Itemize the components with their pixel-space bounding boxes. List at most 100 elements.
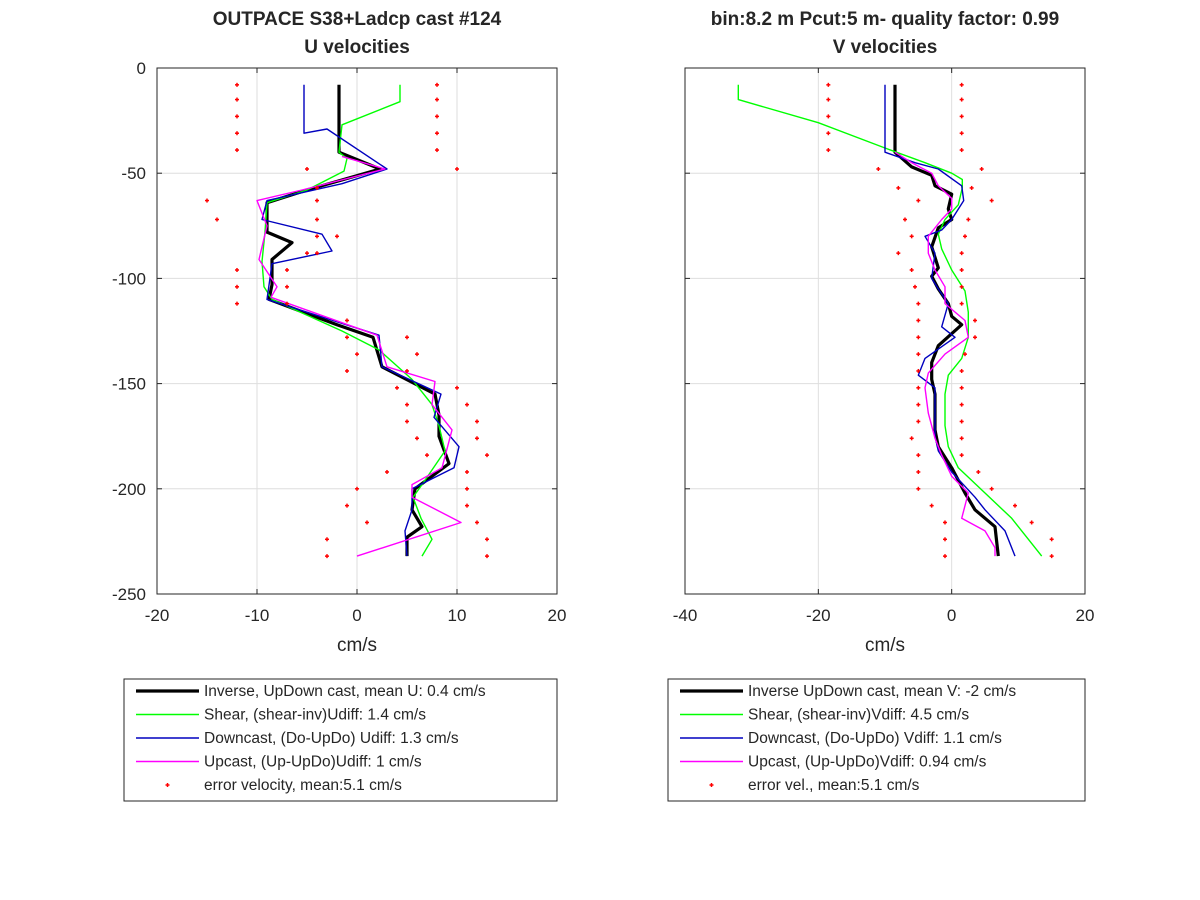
v-error-point (959, 284, 964, 289)
u-legend-label-2: Downcast, (Do-UpDo) Udiff: 1.3 cm/s (204, 730, 459, 747)
u-error-point (475, 419, 479, 424)
u-y-tick-label: -100 (112, 269, 146, 288)
right-x-axis-label: cm/s (865, 635, 905, 656)
u-error-point (485, 537, 489, 542)
u-error-point (465, 402, 469, 407)
v-error-point (959, 97, 964, 102)
u-velocity-axes: OUTPACE S38+Ladcp cast #124 U velocities… (112, 9, 566, 656)
v-error-point (826, 131, 831, 136)
v-error-point (1029, 520, 1034, 525)
v-legend-label-2: Downcast, (Do-UpDo) Vdiff: 1.1 cm/s (748, 730, 1002, 747)
u-legend-label-4: error velocity, mean:5.1 cm/s (204, 777, 402, 794)
right-title-line2: V velocities (833, 37, 938, 58)
u-x-tick-label: 0 (352, 606, 361, 625)
v-error-point (826, 148, 831, 153)
u-error-point (355, 486, 359, 491)
v-x-tick-label: 20 (1076, 606, 1095, 625)
v-error-point (959, 301, 964, 306)
u-error-point (315, 198, 319, 203)
u-error-point (215, 217, 219, 222)
v-error-point (1049, 537, 1054, 542)
u-error-point (305, 166, 309, 171)
v-plot-area (685, 68, 1085, 594)
u-error-point (345, 503, 349, 508)
v-legend-label-1: Shear, (shear-inv)Vdiff: 4.5 cm/s (748, 707, 969, 724)
v-error-point (916, 402, 921, 407)
u-y-tick-label: 0 (137, 59, 146, 78)
v-error-point (966, 217, 971, 222)
v-error-point (963, 352, 967, 357)
v-error-point (963, 234, 967, 239)
v-legend-label-3: Upcast, (Up-UpDo)Vdiff: 0.94 cm/s (748, 754, 987, 771)
v-axes-frame (684, 67, 1086, 595)
left-x-axis-label: cm/s (337, 635, 377, 656)
u-y-tick-label: -200 (112, 480, 146, 499)
u-error-point (475, 436, 479, 441)
u-legend-box (123, 678, 558, 802)
u-error-point (235, 301, 239, 306)
left-title-line2: U velocities (304, 37, 410, 58)
v-legend-box (667, 678, 1086, 802)
u-error-point (205, 198, 209, 203)
v-error-point (826, 97, 831, 102)
v-error-point (959, 267, 964, 272)
u-x-tick-label: 10 (448, 606, 467, 625)
u-error-point (435, 82, 439, 87)
u-error-point (395, 385, 399, 390)
v-legend-label-4: error vel., mean:5.1 cm/s (748, 777, 920, 794)
u-y-tick-label: -250 (112, 585, 146, 604)
v-x-tick-label: 0 (947, 606, 956, 625)
v-error-point (909, 234, 914, 239)
u-error-point (235, 284, 239, 289)
v-error-point (973, 335, 977, 340)
u-error-point (385, 469, 389, 474)
v-error-point (916, 352, 921, 357)
v-error-point (959, 114, 964, 119)
u-error-point (455, 166, 459, 171)
v-error-point (909, 267, 914, 272)
v-velocity-axes: bin:8.2 m Pcut:5 m- quality factor: 0.99… (673, 9, 1095, 656)
u-error-point (435, 114, 439, 119)
v-error-point (989, 198, 994, 203)
v-error-point (916, 335, 921, 340)
u-error-point (405, 419, 409, 424)
u-error-point (435, 97, 439, 102)
v-error-point (959, 453, 964, 458)
v-error-point (959, 368, 964, 373)
u-error-point (315, 234, 319, 239)
v-error-point (913, 284, 917, 289)
u-series-line-3 (256, 155, 462, 557)
v-error-point (1013, 503, 1017, 508)
v-error-point (916, 469, 921, 474)
v-error-point (959, 148, 964, 153)
u-error-point (305, 251, 309, 256)
v-error-point (916, 453, 921, 458)
v-error-point (916, 198, 921, 203)
v-error-point (959, 436, 964, 441)
v-error-point (969, 185, 974, 190)
v-error-point (876, 166, 881, 171)
v-series-line-1 (737, 84, 1043, 557)
u-error-point (405, 335, 409, 340)
u-error-point (355, 352, 359, 357)
left-title-line1: OUTPACE S38+Ladcp cast #124 (213, 9, 502, 30)
v-series (737, 84, 1043, 557)
v-grid (685, 68, 1085, 594)
right-title-line1: bin:8.2 m Pcut:5 m- quality factor: 0.99 (711, 9, 1059, 30)
u-error-point (365, 520, 369, 525)
v-error-point (826, 82, 831, 87)
u-error-point (465, 469, 469, 474)
u-error-point (465, 486, 469, 491)
u-error-point (285, 301, 289, 306)
v-error-point (896, 251, 901, 256)
v-error-point (959, 402, 964, 407)
v-error-point (916, 486, 921, 491)
u-error-point (345, 368, 349, 373)
u-error-point (235, 131, 239, 136)
v-legend-label-0: Inverse UpDown cast, mean V: -2 cm/s (748, 683, 1016, 700)
v-series-line-2 (884, 84, 1016, 557)
u-error-point (465, 503, 469, 508)
u-legend-label-0: Inverse, UpDown cast, mean U: 0.4 cm/s (204, 683, 486, 700)
u-error-point (405, 368, 409, 373)
v-error-point (959, 131, 964, 136)
